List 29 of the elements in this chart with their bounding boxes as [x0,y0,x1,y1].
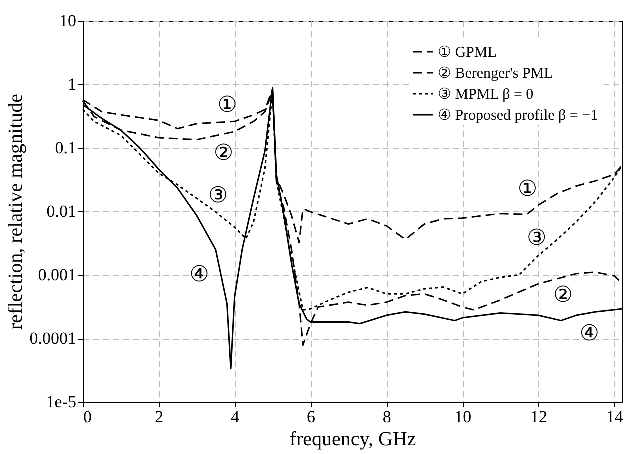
y-tick-label: 10 [60,12,76,30]
y-tick-label: 0.001 [38,266,76,284]
y-tick-label: 1e-5 [46,392,76,412]
x-tick-label: 8 [382,408,392,426]
x-tick-label: 6 [306,408,316,426]
legend-label: ① GPML [438,45,497,61]
x-tick-label: 4 [231,408,240,426]
annotation: ④ [190,262,210,288]
x-tick-label: 0 [84,408,92,426]
legend-label: ② Berenger's PML [438,66,554,82]
x-tick-label: 12 [530,408,548,426]
y-tick-label: 0.1 [55,138,76,158]
y-tick-label: 1 [68,75,76,94]
annotation: ① [218,93,238,118]
legend-label: ③ MPML β = 0 [438,87,534,103]
annotation: ② [553,282,574,308]
x-tick-label: 14 [606,408,624,426]
x-axis-title: frequency, GHz [290,428,416,450]
x-tick-label: 10 [454,408,472,426]
annotation: ③ [526,226,547,251]
annotation: ④ [580,321,600,346]
y-tick-label: 0.01 [46,202,76,221]
annotation: ③ [208,184,228,209]
legend-label: ④ Proposed profile β = −1 [438,108,598,124]
y-tick-label: 0.0001 [30,329,76,348]
annotation: ① [518,177,538,202]
annotation: ② [214,140,234,166]
y-axis-title: reflection, relative magnitude [4,94,27,330]
x-tick-label: 2 [155,408,164,426]
